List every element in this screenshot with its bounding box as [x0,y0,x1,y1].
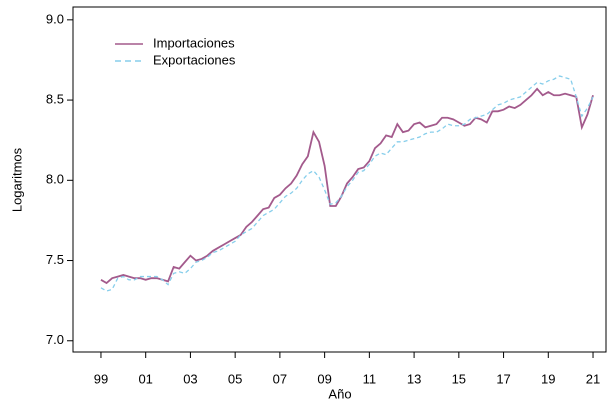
y-tick-label: 7.5 [46,252,64,267]
y-tick-label: 7.0 [46,332,64,347]
x-tick-label: 17 [496,371,510,386]
legend-label: Exportaciones [153,52,236,67]
y-tick-label: 8.5 [46,92,64,107]
x-tick-label: 03 [183,371,197,386]
x-tick-label: 13 [407,371,421,386]
x-tick-label: 07 [273,371,287,386]
legend-label: Importaciones [153,35,235,50]
x-tick-label: 05 [228,371,242,386]
y-axis-label: Logaritmos [9,147,24,212]
x-tick-label: 11 [363,371,377,386]
series-line [100,75,594,292]
plot-frame [72,6,607,353]
x-tick-label: 09 [317,371,331,386]
x-tick-label: 21 [586,371,600,386]
x-axis-label: Año [328,386,351,401]
series-line [100,87,594,285]
y-tick-label: 8.0 [46,172,64,187]
x-tick-label: 19 [541,371,555,386]
x-tick-label: 99 [94,371,108,386]
x-tick-label: 15 [452,371,466,386]
y-tick-label: 9.0 [46,11,64,26]
x-tick-label: 01 [138,371,152,386]
